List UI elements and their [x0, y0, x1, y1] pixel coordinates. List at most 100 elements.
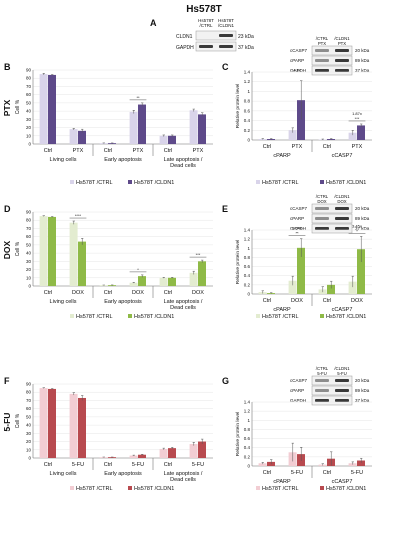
x-tick-label: Ctrl [263, 298, 272, 304]
y-axis-label: Relative protein level [235, 240, 241, 285]
legend-swatch [320, 486, 324, 490]
blot-strip [311, 203, 353, 214]
y-tick-label: 30 [26, 259, 32, 264]
legend-swatch [320, 314, 324, 318]
x-tick-label: PTX [193, 148, 204, 154]
bar [108, 285, 116, 286]
blot-a-lane-2: Hs578T/CLDN1 [218, 18, 235, 28]
significance-mark: ** [295, 231, 299, 236]
bar [108, 457, 116, 458]
x-tick-label: Ctrl [44, 290, 53, 296]
blot-lane-label: /CTRL [316, 366, 329, 371]
y-tick-label: 1 [247, 246, 250, 251]
blot-band [335, 207, 349, 210]
panel-label-b: B [4, 62, 11, 72]
fold-change-label: 4.1x [293, 68, 301, 73]
significance-mark: *** [196, 252, 201, 257]
legend-label: Hs578T /CTRL [262, 314, 299, 320]
x-tick-label: Ctrl [44, 462, 53, 468]
bar [69, 393, 78, 458]
y-tick-label: 0.4 [244, 273, 251, 278]
y-tick-label: 0.8 [244, 99, 251, 104]
bar [159, 135, 168, 144]
blot-band [315, 207, 329, 210]
group-label: Dead cells [170, 163, 196, 169]
significance-mark: ** [136, 95, 140, 100]
blot-row-label: GAPDH [290, 226, 306, 231]
group-label: Living cells [50, 471, 77, 477]
bar [138, 276, 146, 286]
y-tick-label: 20 [26, 267, 32, 272]
bar [39, 388, 48, 458]
bar [168, 448, 176, 458]
blot-size-label: 37 kDa [355, 68, 370, 73]
y-tick-label: 40 [26, 423, 32, 428]
legend-label: Hs578T /CTRL [262, 180, 299, 186]
y-tick-label: 90 [26, 210, 32, 215]
blot-size-label: 89 kDa [355, 216, 370, 221]
bar [357, 460, 365, 466]
significance-mark: **** [75, 213, 82, 218]
bar [357, 125, 365, 140]
panel-label-e: E [222, 204, 228, 214]
blot-strip [311, 45, 353, 56]
significance-mark: * [137, 267, 139, 272]
row-label: 5-FU [2, 413, 12, 432]
y-tick-label: 0.8 [244, 427, 251, 432]
blot-row-label: cCASP7 [290, 48, 308, 53]
blot-band [335, 227, 349, 230]
significance-mark: *** [355, 116, 360, 121]
group-label: Early apoptosis [104, 471, 142, 477]
y-tick-label: 70 [26, 398, 32, 403]
significance-mark: * [356, 228, 358, 233]
y-tick-label: 0.6 [244, 436, 251, 441]
blot-size-label: 37 kDa [355, 398, 370, 403]
bar [129, 282, 138, 286]
legend-swatch [70, 180, 74, 184]
bar [159, 448, 168, 458]
x-tick-label: 5-FU [132, 462, 144, 468]
x-tick-label: Ctrl [323, 298, 332, 304]
y-tick-label: 80 [26, 218, 32, 223]
group-label: Late apoptosis / [164, 299, 203, 305]
y-axis-label: Cell % [15, 413, 21, 428]
legend-label: Hs578T /CLDN1 [326, 486, 366, 492]
bar [258, 463, 267, 466]
blot-strip [311, 385, 353, 396]
group-label: Late apoptosis / [164, 471, 203, 477]
blot-band [315, 379, 329, 382]
fold-change-label: 3.54x [292, 226, 302, 231]
blot-a-row-gapdh: GAPDH [176, 45, 194, 51]
row-label: DOX [2, 240, 12, 259]
y-tick-label: 0 [28, 142, 31, 147]
legend-label: Hs578T /CTRL [76, 486, 113, 492]
legend-swatch [70, 486, 74, 490]
x-tick-label: PTX [73, 148, 84, 154]
x-tick-label: Ctrl [104, 462, 113, 468]
y-tick-label: 1 [247, 89, 250, 94]
blot-size-label: 20 kDa [355, 206, 370, 211]
bar [78, 130, 86, 144]
bar [39, 216, 48, 286]
x-tick-label: 5-FU [291, 470, 303, 476]
bar [189, 110, 198, 144]
y-tick-label: 1.4 [244, 70, 251, 75]
blot-size-label: 20 kDa [355, 48, 370, 53]
bar [129, 455, 138, 458]
bar [138, 454, 146, 458]
y-axis-label: Cell % [15, 241, 21, 256]
y-tick-label: 10 [26, 447, 32, 452]
blot-band [335, 59, 349, 62]
legend-label: Hs578T /CLDN1 [326, 314, 366, 320]
x-tick-label: 5-FU [192, 462, 204, 468]
panel-label-c: C [222, 62, 229, 72]
blot-band [315, 217, 329, 220]
bar [357, 249, 365, 294]
legend-swatch [256, 486, 260, 490]
fold-change-label: 3.45x [352, 223, 362, 228]
blot-lane-label: /CLDN1 [334, 194, 350, 199]
